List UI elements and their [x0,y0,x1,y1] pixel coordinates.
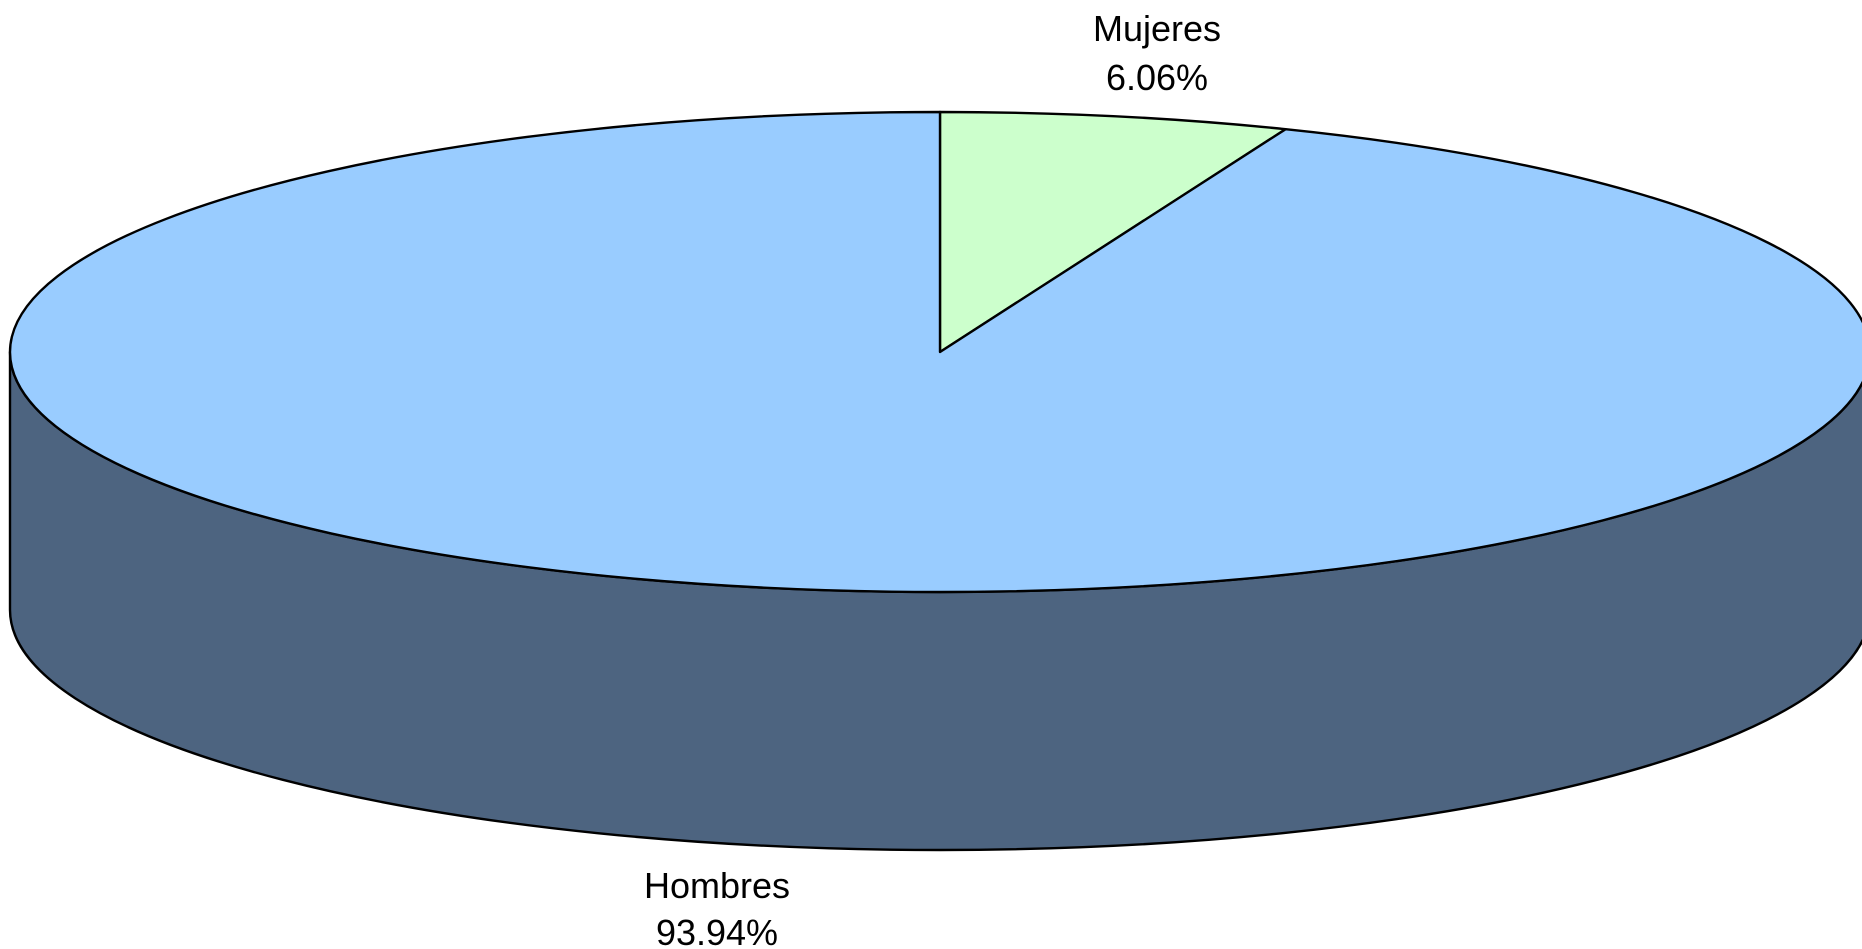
slice-value-mujeres: 6.06% [1106,57,1208,98]
slice-label-mujeres: Mujeres [1093,8,1221,49]
slice-label-group-hombres: Hombres 93.94% [644,865,790,949]
pie-slice-hombres [8,110,1862,594]
slice-value-hombres: 93.94% [656,912,778,949]
pie-slice-mujeres [938,110,1287,354]
pie-shapes [8,110,1862,852]
slice-label-group-mujeres: Mujeres 6.06% [1093,8,1221,98]
slice-label-hombres: Hombres [644,865,790,906]
